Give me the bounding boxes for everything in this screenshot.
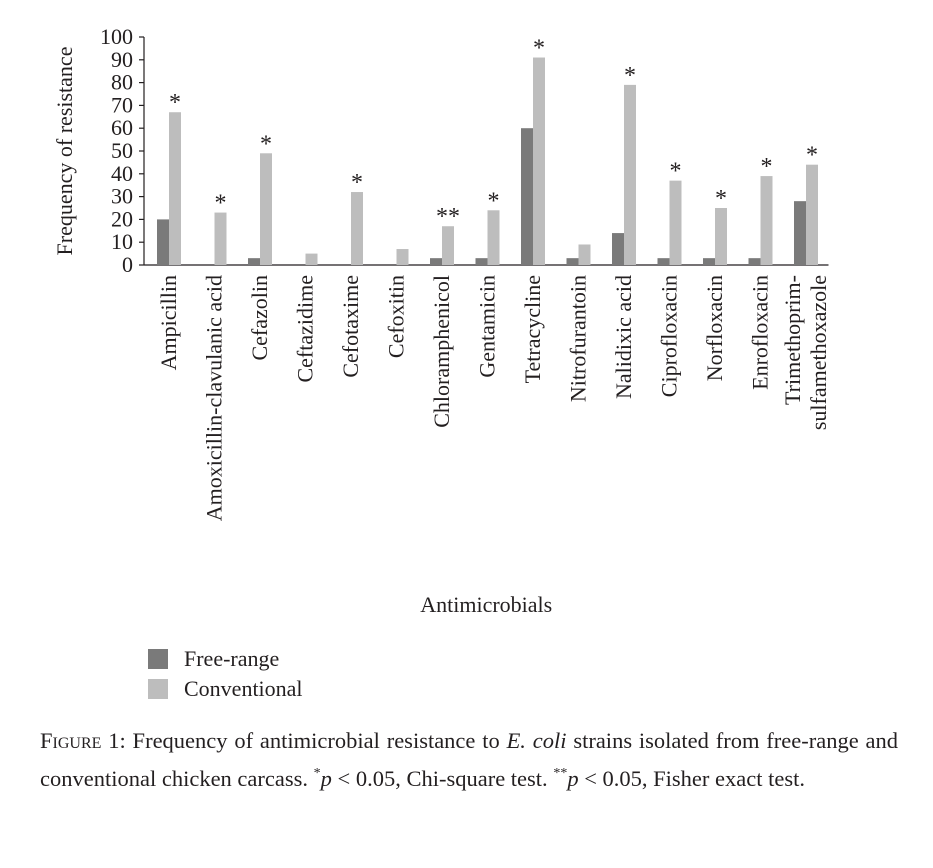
- bar-free-range-cefazolin: [248, 258, 260, 265]
- bar-conventional-ampicillin: [169, 112, 181, 266]
- bar-conventional-enrofloxacin: [760, 176, 773, 265]
- x-tick-label: Cefotaxime: [338, 275, 363, 378]
- bar-free-range-ciprofloxacin: [657, 258, 670, 265]
- legend-item-free-range: Free-range: [148, 644, 303, 674]
- legend-label-conventional: Conventional: [184, 676, 303, 701]
- bar-conventional-trimethoprim-sulfamethoxazole: [806, 164, 818, 265]
- y-axis-title: Frequency of resistance: [52, 47, 77, 256]
- significance-marker: *: [169, 90, 181, 116]
- x-tick-label: sulfamethoxazole: [806, 275, 831, 430]
- x-tick-label: Nitrofurantoin: [566, 275, 591, 402]
- y-tick-label: 40: [111, 161, 133, 186]
- x-tick-label: Ciprofloxacin: [657, 275, 682, 397]
- y-tick-label: 0: [122, 252, 133, 277]
- y-tick-label: 80: [111, 70, 133, 95]
- legend-item-conventional: Conventional: [148, 674, 303, 704]
- bar-free-range-nalidixic-acid: [612, 233, 624, 265]
- bar-free-range-norfloxacin: [703, 258, 715, 265]
- bar-conventional-chloramphenicol: [442, 226, 454, 265]
- caption-p-2: p: [567, 766, 579, 791]
- x-tick-label: Ampicillin: [156, 275, 181, 370]
- bar-free-range-gentamicin: [475, 258, 488, 265]
- bar-free-range-chloramphenicol: [430, 258, 442, 265]
- x-tick-label: Cefazolin: [247, 275, 272, 361]
- y-tick-label: 70: [111, 92, 133, 117]
- x-tick-label: Tetracycline: [520, 275, 545, 383]
- y-tick-label: 20: [111, 206, 133, 231]
- bar-conventional-ciprofloxacin: [669, 180, 682, 265]
- caption-star-2: **: [553, 766, 568, 781]
- bar-conventional-nalidixic-acid: [624, 84, 636, 265]
- caption-text-4: < 0.05, Fisher exact test.: [578, 766, 805, 791]
- significance-marker: *: [351, 170, 363, 196]
- x-axis-title: Antimicrobials: [420, 592, 552, 617]
- bar-conventional-cefoxitin: [396, 249, 409, 265]
- bar-conventional-ceftazidime: [305, 253, 318, 265]
- caption-label: Figure 1:: [40, 728, 126, 753]
- significance-marker: *: [715, 186, 727, 212]
- bar-free-range-tetracycline: [521, 128, 533, 265]
- figure-caption: Figure 1: Frequency of antimicrobial res…: [40, 724, 898, 795]
- significance-marker: *: [624, 63, 636, 89]
- bar-free-range-nitrofurantoin: [566, 258, 579, 265]
- legend-label-free-range: Free-range: [184, 646, 280, 671]
- caption-text-3: < 0.05, Chi-square test.: [331, 766, 554, 791]
- x-tick-label: Norfloxacin: [702, 275, 727, 381]
- x-tick-label: Enrofloxacin: [748, 275, 773, 390]
- y-tick-label: 60: [111, 115, 133, 140]
- legend-swatch-conventional: [148, 679, 168, 699]
- bar-conventional-gentamicin: [487, 210, 500, 265]
- bar-conventional-nitrofurantoin: [578, 244, 591, 265]
- y-tick-label: 90: [111, 47, 133, 72]
- caption-organism: E. coli: [506, 728, 567, 753]
- bar-free-range-ampicillin: [157, 219, 169, 265]
- bar-conventional-norfloxacin: [715, 208, 727, 265]
- bar-conventional-tetracycline: [533, 57, 545, 265]
- y-tick-label: 30: [111, 184, 133, 209]
- significance-marker: *: [260, 131, 272, 157]
- significance-marker: *: [533, 36, 545, 62]
- significance-marker: *: [806, 143, 818, 169]
- significance-marker: *: [670, 159, 682, 185]
- significance-marker: *: [215, 191, 227, 217]
- bar-conventional-cefotaxime: [351, 192, 363, 265]
- y-tick-label: 100: [100, 24, 133, 49]
- x-tick-label: Amoxicillin-clavulanic acid: [202, 275, 227, 521]
- x-tick-label: Ceftazidime: [293, 275, 318, 383]
- legend: Free-range Conventional: [148, 644, 303, 704]
- bar-conventional-amoxicillin-clavulanic-acid: [214, 212, 227, 265]
- bar-free-range-trimethoprim-sulfamethoxazole: [794, 201, 806, 265]
- caption-star-1: *: [313, 766, 321, 781]
- legend-swatch-free-range: [148, 649, 168, 669]
- x-tick-label: Cefoxitin: [384, 275, 409, 358]
- significance-marker: *: [761, 154, 773, 180]
- y-tick-label: 50: [111, 138, 133, 163]
- x-tick-label: Nalidixic acid: [611, 275, 636, 399]
- x-tick-label: Trimethoprim-: [780, 275, 805, 405]
- bar-conventional-cefazolin: [260, 153, 272, 265]
- x-tick-label: Chloramphenicol: [429, 275, 454, 428]
- x-tick-label: Gentamicin: [475, 275, 500, 378]
- y-tick-label: 10: [111, 229, 133, 254]
- caption-text-2: strains isolated from free-range and con…: [40, 728, 898, 791]
- bar-free-range-enrofloxacin: [748, 258, 761, 265]
- significance-marker: *: [488, 188, 500, 214]
- significance-marker: **: [436, 204, 460, 230]
- caption-p-1: p: [320, 766, 332, 791]
- caption-text-1: Frequency of antimicrobial resistance to: [125, 728, 507, 753]
